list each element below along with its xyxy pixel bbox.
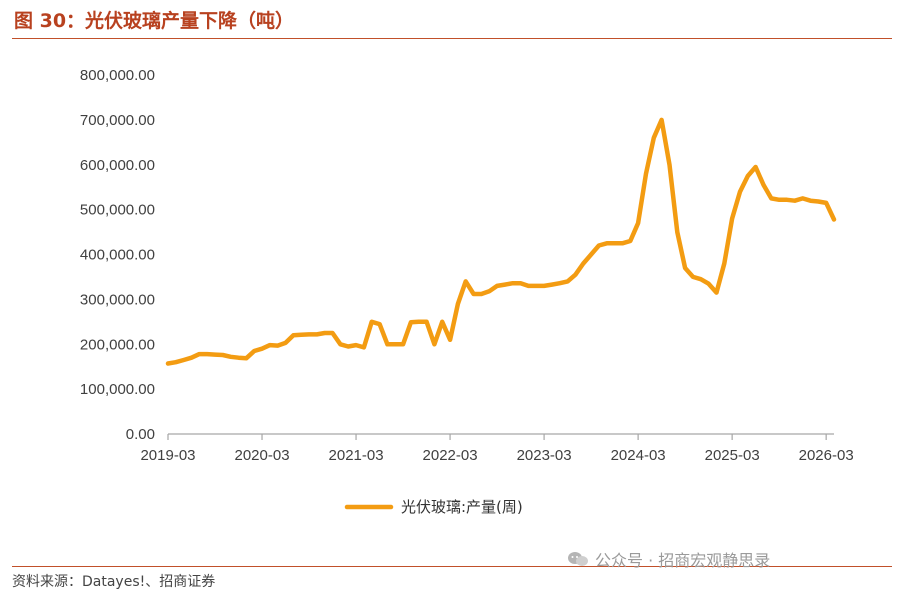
y-tick-label: 500,000.00: [80, 202, 155, 219]
watermark-text: 公众号 · 招商宏观静思录: [595, 551, 771, 570]
source-note: 资料来源：Datayes!、招商证券: [12, 574, 216, 590]
x-tick-label: 2019-03: [140, 447, 195, 464]
line-chart: 0.00 100,000.00 200,000.00 300,000.00 400,00…: [80, 67, 854, 516]
y-axis-labels: 0.00 100,000.00 200,000.00 300,000.00 400,00…: [80, 67, 155, 443]
y-tick-label: 600,000.00: [80, 157, 155, 174]
y-tick-label: 400,000.00: [80, 247, 155, 264]
x-tick-label: 2024-03: [611, 447, 666, 464]
y-tick-label: 0.00: [126, 426, 155, 443]
x-tick-label: 2020-03: [234, 447, 289, 464]
y-tick-label: 200,000.00: [80, 336, 155, 353]
y-tick-label: 300,000.00: [80, 291, 155, 308]
watermark: 公众号 · 招商宏观静思录: [567, 547, 770, 571]
source-rule: [12, 566, 892, 567]
x-tick-label: 2026-03: [799, 447, 854, 464]
wechat-icon: [568, 552, 588, 566]
legend-label: 光伏玻璃:产量(周): [401, 498, 523, 516]
y-tick-label: 700,000.00: [80, 112, 155, 129]
x-tick-label: 2022-03: [423, 447, 478, 464]
x-axis-ticks: [167, 434, 827, 440]
x-tick-label: 2025-03: [705, 447, 760, 464]
series-line: [165, 117, 837, 366]
x-tick-label: 2023-03: [517, 447, 572, 464]
x-tick-label: 2021-03: [329, 447, 384, 464]
x-axis-labels: 2019-03 2020-03 2021-03 2022-03 2023-03 2024-…: [140, 447, 853, 464]
legend: 光伏玻璃:产量(周): [344, 498, 523, 516]
title-rule: [12, 38, 892, 39]
y-tick-label: 800,000.00: [80, 67, 155, 84]
figure-title: 图 30：光伏玻璃产量下降（吨）: [14, 10, 295, 32]
y-tick-label: 100,000.00: [80, 381, 155, 398]
